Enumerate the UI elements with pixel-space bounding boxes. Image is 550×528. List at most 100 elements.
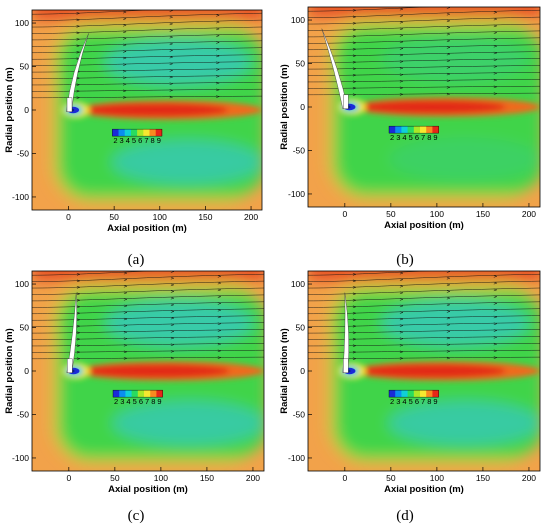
colorbar-swatch xyxy=(413,126,421,134)
contour-plot: 0 50 100 150 200 100 50 0 -50 -100 Axial position … xyxy=(4,270,265,495)
x-tick-label: 50 xyxy=(110,473,120,483)
y-tick-label: 100 xyxy=(291,279,305,289)
colorbar-swatch xyxy=(137,390,145,398)
colorbar-label: 6 xyxy=(139,397,143,406)
colorbar-label: 2 xyxy=(114,397,118,406)
colorbar-label: 8 xyxy=(151,136,155,145)
colorbar-label: 4 xyxy=(402,397,406,406)
y-tick-label: -50 xyxy=(17,409,30,419)
colorbar-swatch xyxy=(149,129,157,137)
colorbar-label: 3 xyxy=(396,133,400,142)
colorbar-label: 7 xyxy=(421,133,425,142)
rotor-blade xyxy=(342,292,350,373)
colorbar-swatch xyxy=(131,390,139,398)
colorbar-swatch xyxy=(119,390,126,398)
x-axis-title: Axial position (m) xyxy=(384,220,464,231)
panel-caption: (b) xyxy=(396,252,414,268)
y-tick-label: 100 xyxy=(291,15,305,25)
colorbar-label: 5 xyxy=(409,397,413,406)
y-tick-label: 50 xyxy=(20,62,30,72)
y-axis-title: Radial position (m) xyxy=(4,328,15,414)
x-tick-label: 150 xyxy=(200,473,214,483)
colorbar-label: 2 xyxy=(390,133,394,142)
colorbar-label: 8 xyxy=(427,133,431,142)
x-tick-label: 100 xyxy=(430,473,444,483)
colorbar-label: 3 xyxy=(120,397,124,406)
rotor-blade xyxy=(321,28,349,109)
colorbar-label: 2 xyxy=(113,136,117,145)
y-tick-label: 0 xyxy=(24,366,29,376)
colorbar-swatch xyxy=(113,390,120,398)
colorbar-swatch xyxy=(413,390,421,398)
x-tick-label: 100 xyxy=(154,473,168,483)
colorbar-swatch xyxy=(401,126,408,134)
colorbar-label: 5 xyxy=(132,136,136,145)
colorbar-swatch xyxy=(401,390,408,398)
colorbar-swatch xyxy=(426,390,433,398)
y-tick-label: 0 xyxy=(300,102,305,112)
rotor-blade xyxy=(66,33,89,112)
colorbar-swatch xyxy=(395,126,402,134)
contour-plot: 0 50 100 150 200 100 50 0 -50 -100 Axial position … xyxy=(279,270,541,495)
x-tick-label: 150 xyxy=(476,209,490,219)
y-axis-title: Radial position (m) xyxy=(279,64,290,150)
colorbar-label: 4 xyxy=(126,136,130,145)
x-axis-title: Axial position (m) xyxy=(384,484,464,495)
colorbar-swatch xyxy=(395,390,402,398)
panel-b: 0 50 100 150 200 100 50 0 -50 -100 Axial position … xyxy=(275,0,550,268)
colorbar-swatch xyxy=(143,129,150,137)
colorbar-label: 4 xyxy=(126,397,130,406)
x-axis-title: Axial position (m) xyxy=(107,223,187,234)
colorbar-swatch xyxy=(420,126,427,134)
colorbar-label: 9 xyxy=(157,136,161,145)
colorbar-swatch xyxy=(112,129,119,137)
y-tick-label: 50 xyxy=(20,323,30,333)
colorbar-swatch xyxy=(407,390,415,398)
colorbar-label: 5 xyxy=(133,397,137,406)
y-tick-label: -50 xyxy=(17,148,30,158)
y-tick-label: -100 xyxy=(12,453,29,463)
y-tick-label: -100 xyxy=(12,192,29,202)
blade-root xyxy=(343,358,349,373)
y-tick-label: 100 xyxy=(15,279,29,289)
colorbar-label: 3 xyxy=(120,136,124,145)
panel-caption: (a) xyxy=(127,252,145,268)
x-tick-label: 0 xyxy=(66,473,71,483)
colorbar-swatch xyxy=(426,126,433,134)
colorbar-label: 9 xyxy=(433,133,437,142)
streamlines xyxy=(308,7,540,96)
y-tick-label: -100 xyxy=(288,453,305,463)
panel-caption: (d) xyxy=(396,508,414,524)
colorbar-swatch xyxy=(118,129,126,137)
colorbar-swatch xyxy=(144,390,151,398)
panel-caption: (c) xyxy=(127,508,145,524)
x-tick-label: 100 xyxy=(153,212,167,222)
colorbar-label: 2 xyxy=(390,397,394,406)
x-tick-label: 150 xyxy=(198,212,212,222)
blade-root xyxy=(67,358,73,373)
x-tick-label: 200 xyxy=(522,473,536,483)
blade-root xyxy=(343,94,349,109)
colorbar-swatch xyxy=(420,390,427,398)
x-tick-label: 50 xyxy=(386,209,396,219)
y-tick-label: 100 xyxy=(15,18,29,28)
y-tick-label: -100 xyxy=(288,189,305,199)
colorbar-label: 3 xyxy=(396,397,400,406)
streamlines xyxy=(32,10,262,99)
colorbar-swatch xyxy=(432,126,439,134)
x-tick-label: 200 xyxy=(246,473,260,483)
panel-c: 0 50 100 150 200 100 50 0 -50 -100 Axial position … xyxy=(0,265,270,524)
colorbar-label: 6 xyxy=(415,397,419,406)
x-tick-label: 0 xyxy=(66,212,71,222)
x-tick-label: 200 xyxy=(244,212,258,222)
rotor-blade xyxy=(66,292,77,373)
colorbar-label: 4 xyxy=(402,133,406,142)
y-tick-label: 0 xyxy=(24,105,29,115)
colorbar-label: 8 xyxy=(151,397,155,406)
colorbar-swatch xyxy=(150,390,157,398)
colorbar-label: 6 xyxy=(415,133,419,142)
colorbar-swatch xyxy=(407,126,415,134)
x-tick-label: 150 xyxy=(476,473,490,483)
